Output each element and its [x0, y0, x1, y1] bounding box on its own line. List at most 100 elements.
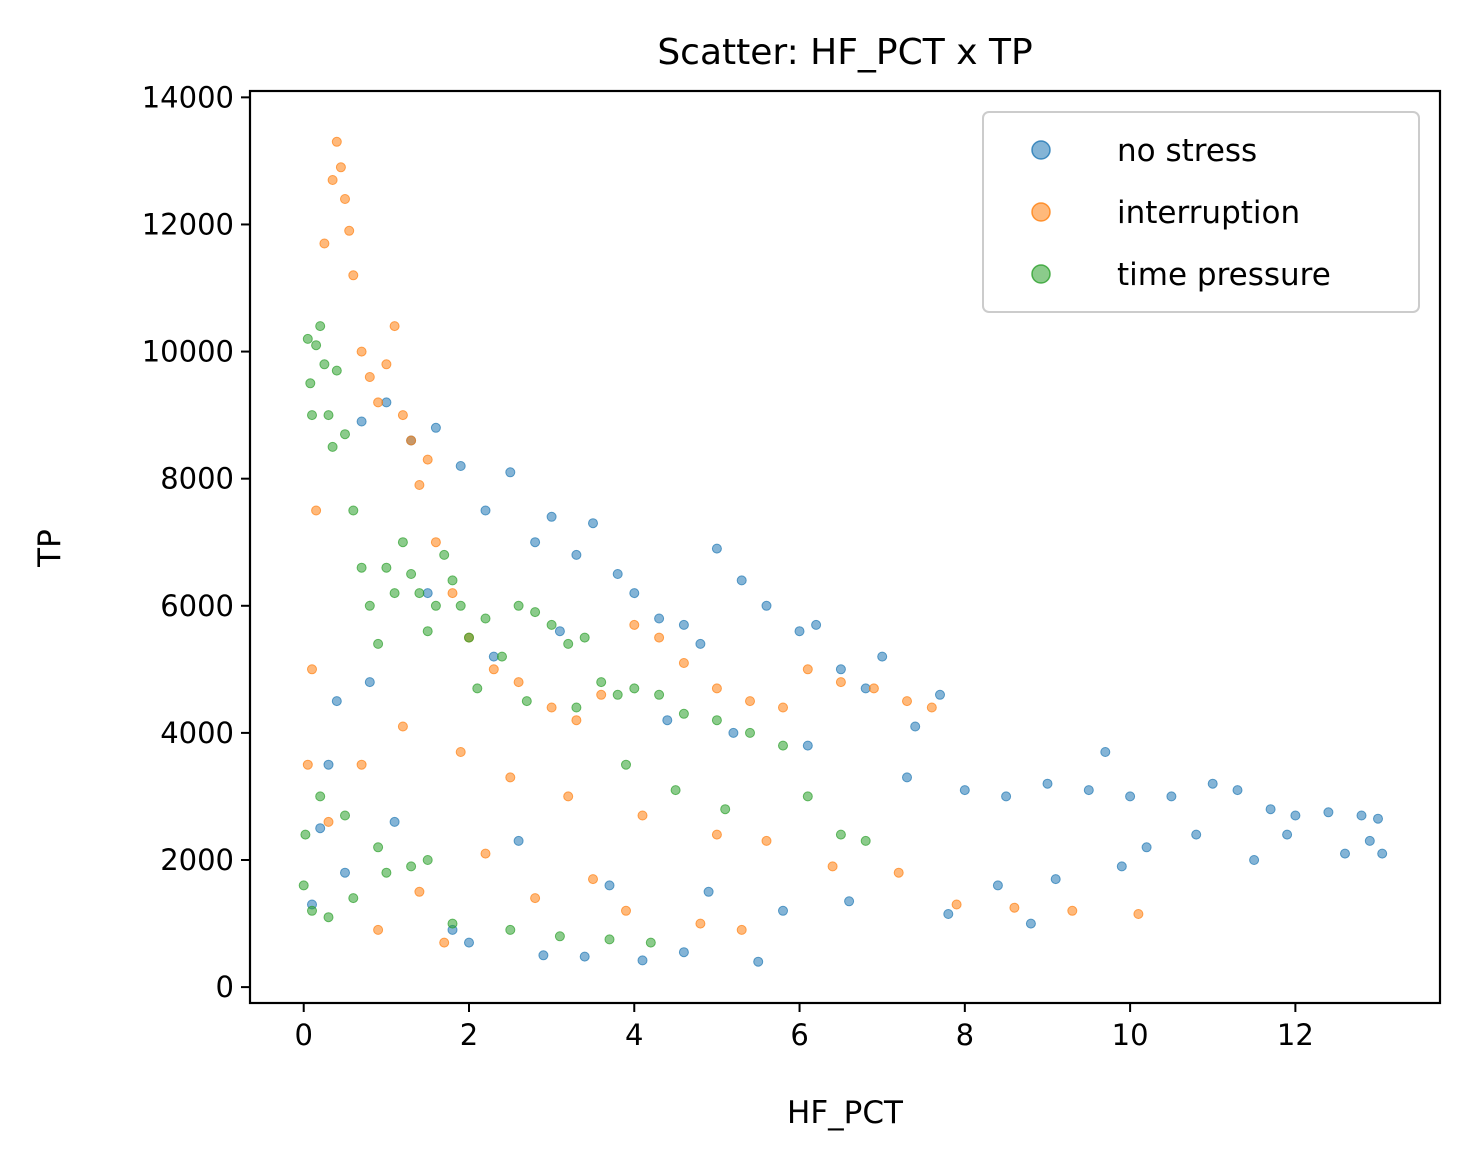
- data-point: [422, 626, 433, 637]
- data-point: [554, 626, 565, 637]
- data-point: [505, 924, 516, 935]
- data-point: [1207, 778, 1218, 789]
- data-point: [348, 270, 359, 281]
- data-point: [472, 683, 483, 694]
- data-point: [505, 467, 516, 478]
- series-2: [298, 321, 871, 948]
- data-point: [373, 924, 384, 935]
- data-point: [695, 638, 706, 649]
- x-tick-label: 12: [1277, 1018, 1314, 1052]
- data-point: [835, 829, 846, 840]
- data-point: [811, 619, 822, 630]
- data-point: [464, 937, 474, 948]
- data-point: [902, 696, 912, 707]
- data-point: [1364, 835, 1375, 846]
- data-point: [629, 683, 640, 694]
- data-point: [1191, 829, 1202, 840]
- x-tick-label: 10: [1112, 1018, 1149, 1052]
- data-point: [414, 588, 425, 599]
- data-point: [447, 918, 458, 929]
- data-point: [1042, 778, 1053, 789]
- data-point: [654, 632, 665, 643]
- data-point: [348, 505, 359, 516]
- data-point: [331, 696, 342, 707]
- data-point: [951, 899, 962, 910]
- data-point: [430, 422, 441, 433]
- data-point: [1232, 785, 1243, 796]
- data-point: [802, 664, 813, 675]
- data-point: [488, 664, 499, 675]
- data-point: [860, 683, 871, 694]
- legend-marker: [1031, 264, 1051, 284]
- legend-marker: [1031, 140, 1051, 160]
- data-point: [414, 886, 425, 897]
- x-tick-label: 8: [956, 1018, 974, 1052]
- data-point: [711, 543, 722, 554]
- data-point: [455, 600, 466, 611]
- data-point: [340, 867, 350, 878]
- data-point: [711, 683, 722, 694]
- data-point: [1373, 813, 1383, 824]
- data-point: [389, 588, 400, 599]
- data-point: [356, 562, 367, 573]
- series-layer: [298, 136, 1388, 967]
- data-point: [654, 613, 665, 624]
- data-point: [844, 896, 855, 907]
- data-point: [538, 950, 549, 961]
- data-point: [902, 772, 912, 783]
- data-point: [430, 537, 441, 548]
- data-point: [935, 689, 945, 700]
- plot-frame: [248, 89, 1442, 1005]
- y-tick-label: 10000: [142, 335, 234, 369]
- data-point: [745, 696, 755, 707]
- data-point: [1166, 791, 1177, 802]
- legend-marker: [1031, 202, 1051, 222]
- data-point: [571, 715, 582, 726]
- data-point: [513, 600, 524, 611]
- data-point: [1001, 791, 1012, 802]
- data-point: [389, 321, 400, 332]
- y-tick-label: 0: [216, 970, 234, 1004]
- data-point: [711, 715, 722, 726]
- x-tick-label: 0: [294, 1018, 312, 1052]
- data-point: [513, 677, 524, 688]
- data-point: [678, 947, 689, 958]
- data-point: [335, 162, 346, 173]
- data-point: [505, 772, 516, 783]
- y-axis-ticks: 0 2000 4000 6000 8000 10000 12000 14000: [142, 80, 250, 1004]
- data-point: [373, 638, 384, 649]
- data-point: [356, 416, 367, 427]
- data-point: [381, 867, 392, 878]
- data-point: [1282, 829, 1293, 840]
- data-point: [389, 816, 400, 827]
- y-tick-label: 12000: [142, 207, 234, 241]
- series-0: [307, 397, 1388, 967]
- data-point: [497, 651, 507, 662]
- data-point: [678, 708, 689, 719]
- data-point: [604, 934, 615, 945]
- data-point: [720, 804, 731, 815]
- data-point: [1100, 747, 1111, 757]
- data-point: [629, 588, 640, 599]
- data-point: [736, 575, 747, 586]
- data-point: [943, 909, 954, 919]
- data-point: [331, 365, 342, 376]
- legend: no stress interruption time pressure: [982, 111, 1420, 313]
- y-tick-label: 6000: [160, 589, 234, 623]
- data-point: [521, 696, 532, 707]
- data-point: [835, 664, 846, 675]
- data-point: [315, 823, 326, 834]
- data-point: [1356, 810, 1367, 821]
- data-point: [340, 810, 350, 821]
- data-point: [711, 829, 722, 840]
- x-tick-label: 2: [460, 1018, 478, 1052]
- data-point: [373, 397, 384, 408]
- data-point: [571, 702, 582, 713]
- data-point: [637, 955, 648, 966]
- data-point: [645, 937, 656, 948]
- data-point: [579, 632, 590, 643]
- data-point: [835, 677, 846, 688]
- data-point: [344, 225, 355, 236]
- data-point: [340, 194, 350, 204]
- x-axis-ticks: 0 2 4 6 8 10 12: [294, 1003, 1314, 1052]
